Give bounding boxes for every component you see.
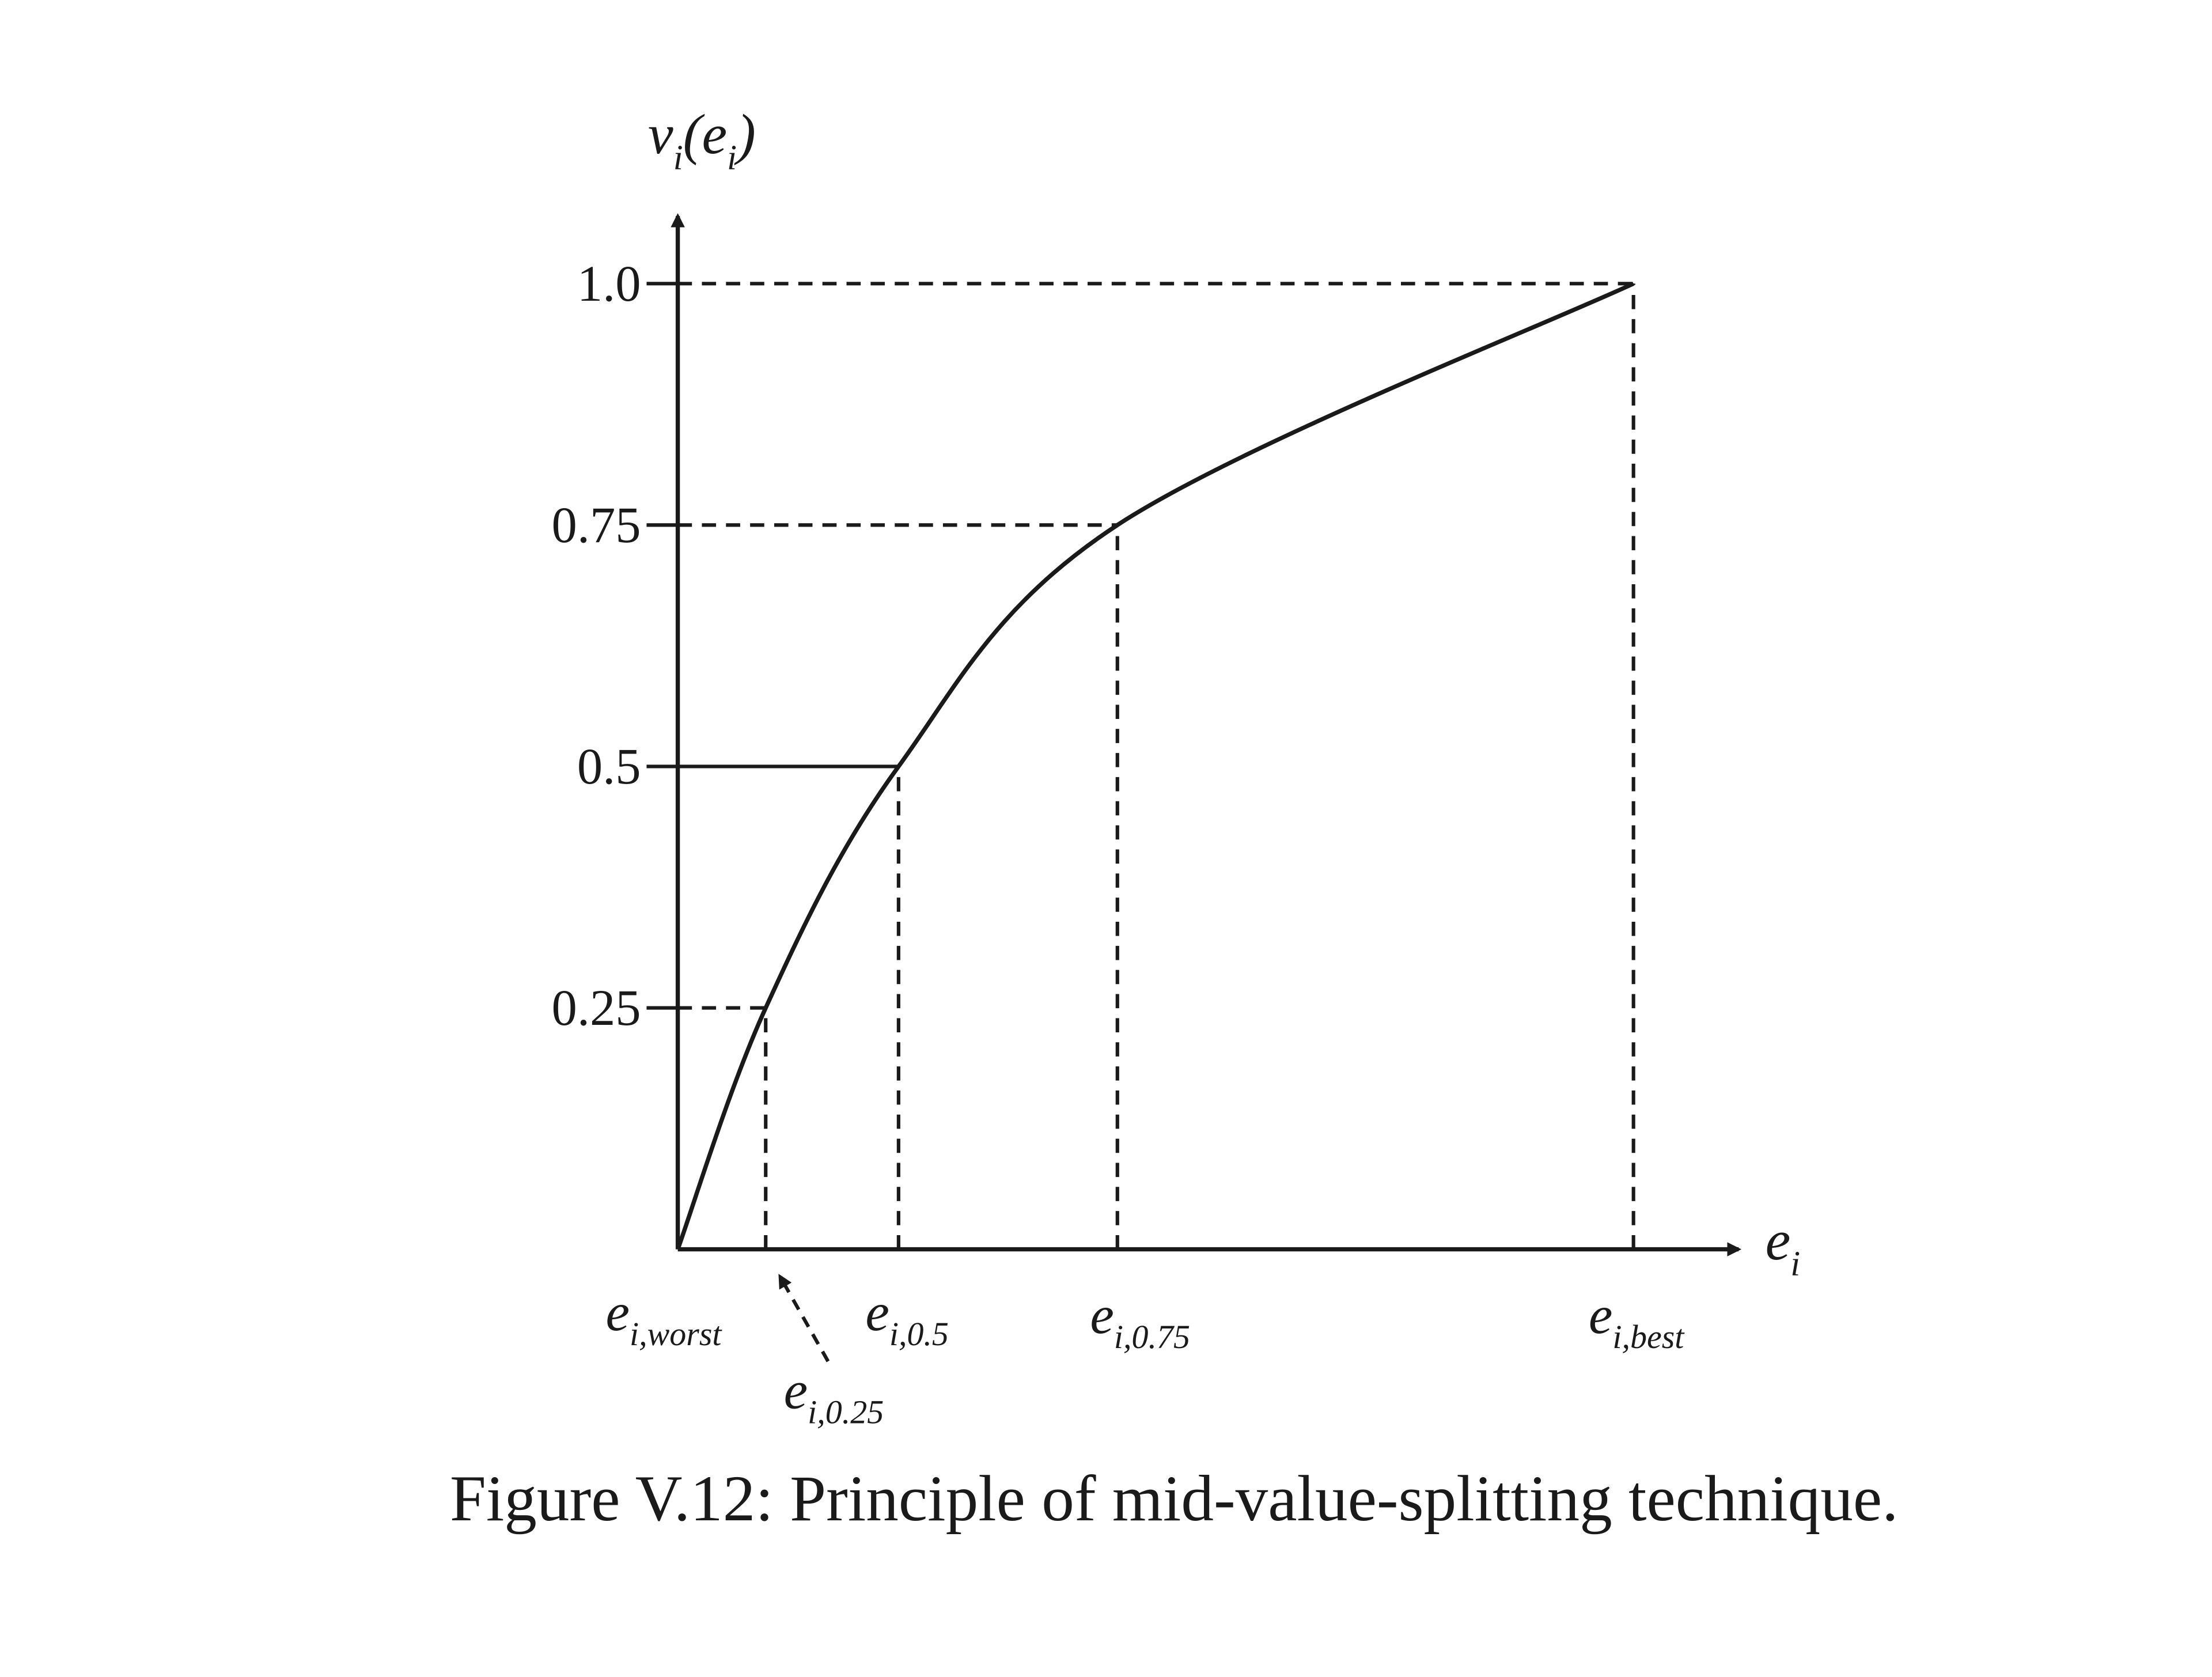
subscript: i,0.25 [808,1393,884,1430]
y-tick-label: 0.5 [577,739,641,795]
label: ei,0.25 [784,1361,884,1430]
subscript: i [727,138,737,177]
value-curve [676,281,1635,1250]
subscript: i,worst [630,1315,722,1353]
label-part: e [1766,1209,1791,1272]
subscript: i,0.5 [889,1315,949,1353]
subscript: i,0.75 [1114,1318,1190,1356]
label: ei,0.5 [865,1283,949,1353]
y-tick-label: 1.0 [577,256,641,312]
label-part: e [1090,1286,1114,1345]
label-part: (e [683,103,727,166]
label-part: v [648,103,673,166]
subscript: i,best [1612,1318,1685,1356]
label-part: e [865,1283,889,1342]
y-tick-label: 0.25 [552,980,641,1036]
label: ei,best [1589,1286,1685,1356]
label: ei,0.75 [1090,1286,1190,1356]
label-pointer [778,1274,830,1362]
label-part: e [784,1361,808,1420]
subscript: i [673,138,683,177]
label: vi(ei) [648,103,756,177]
caption: Figure V.12: Principle of mid-value-spli… [450,1463,1899,1535]
label-part: e [1589,1286,1613,1345]
subscript: i [1790,1244,1800,1283]
label: ei,worst [605,1283,722,1353]
y-tick-label: 0.75 [552,497,641,554]
label-part: e [605,1283,630,1342]
label: ei [1766,1209,1801,1284]
label-part: ) [734,103,756,166]
